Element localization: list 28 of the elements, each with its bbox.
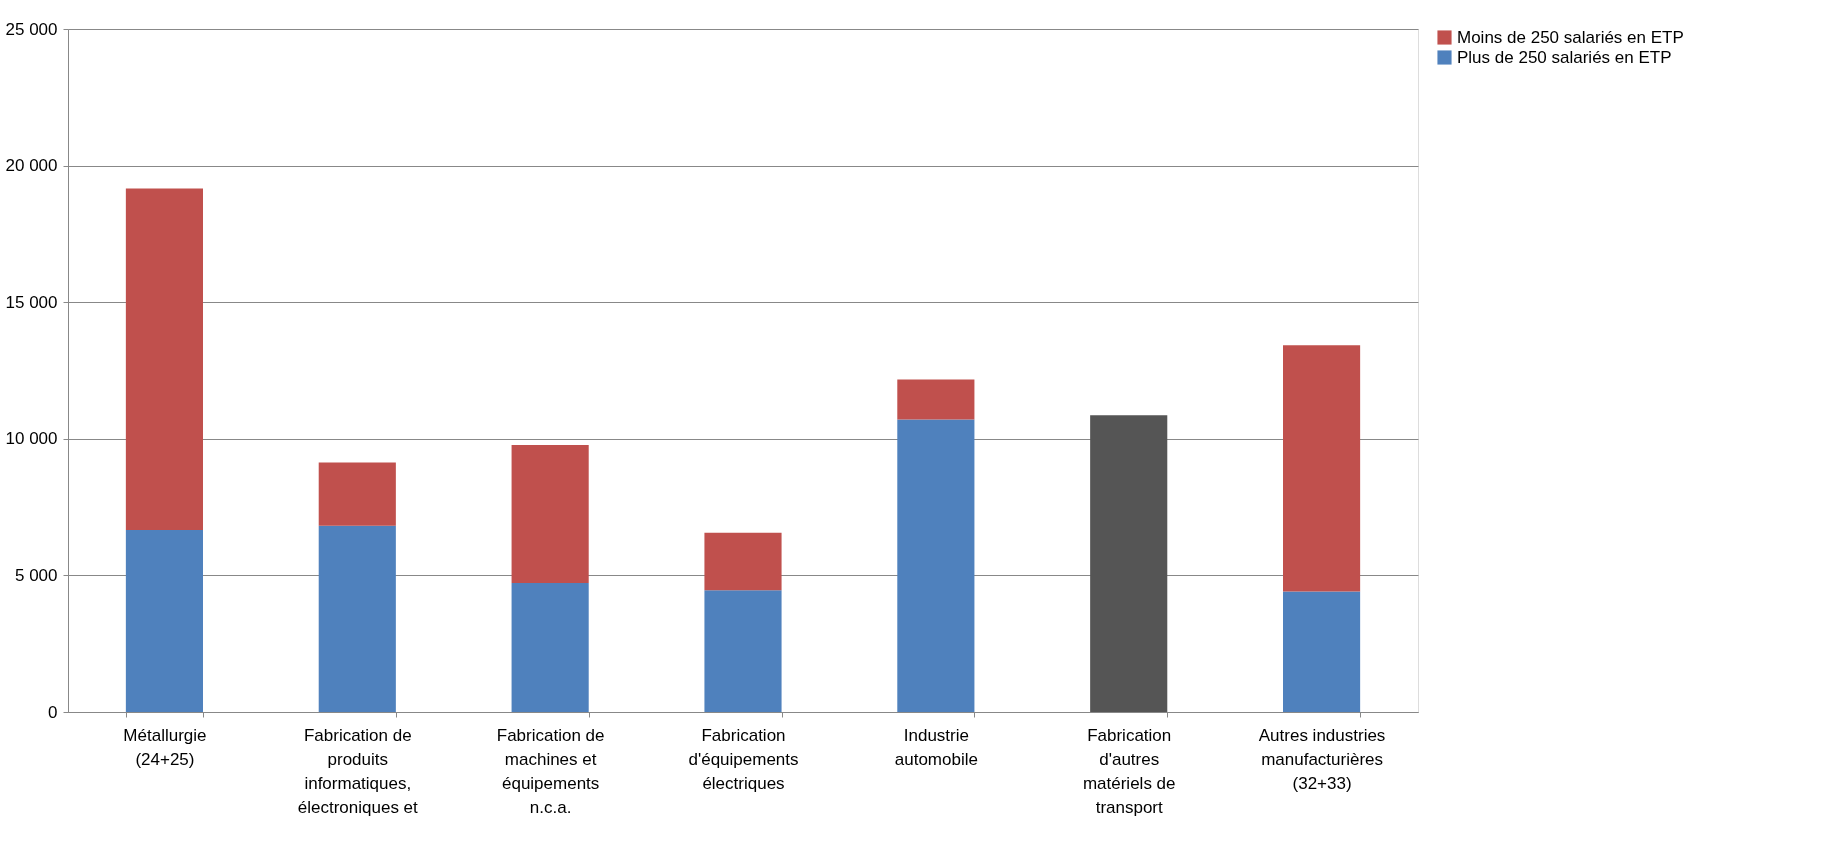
- x-tick-label: Fabrication d'autres matériels de transport: [1082, 725, 1176, 817]
- bar: [897, 379, 975, 420]
- x-tick-label: Industrie automobile: [894, 725, 978, 769]
- legend-label: Moins de 250 salariés en ETP: [1457, 27, 1684, 47]
- y-tick-label: 10 000: [5, 429, 58, 449]
- y-tick-label: 5 000: [14, 565, 58, 585]
- bar: [125, 188, 203, 531]
- bar: [1090, 415, 1168, 712]
- y-tick-label: 25 000: [5, 19, 58, 39]
- x-tick-label: Métallurgie (24+25): [123, 725, 207, 769]
- bar: [704, 532, 782, 591]
- bar: [511, 445, 589, 584]
- x-tick-label: Fabrication de produits informatiques, électroniques et: [297, 725, 419, 817]
- bar: [125, 530, 203, 712]
- bar: [1283, 345, 1361, 592]
- bar: [318, 462, 396, 526]
- bar: [704, 590, 782, 712]
- bar: [318, 525, 396, 712]
- x-tick-label: Autres industries manufacturières (32+33): [1258, 725, 1386, 793]
- bar: [511, 583, 589, 712]
- legend-label: Plus de 250 salariés en ETP: [1457, 47, 1672, 67]
- y-tick-label: 15 000: [5, 292, 58, 312]
- x-tick-label: Fabrication de machines et équipements n.c.a.: [496, 725, 605, 817]
- x-tick-label: Fabrication d'équipements électriques: [688, 725, 799, 793]
- y-tick-label: 0: [48, 702, 58, 722]
- bar: [897, 419, 975, 712]
- y-tick-label: 20 000: [5, 156, 58, 176]
- bar: [1283, 591, 1361, 712]
